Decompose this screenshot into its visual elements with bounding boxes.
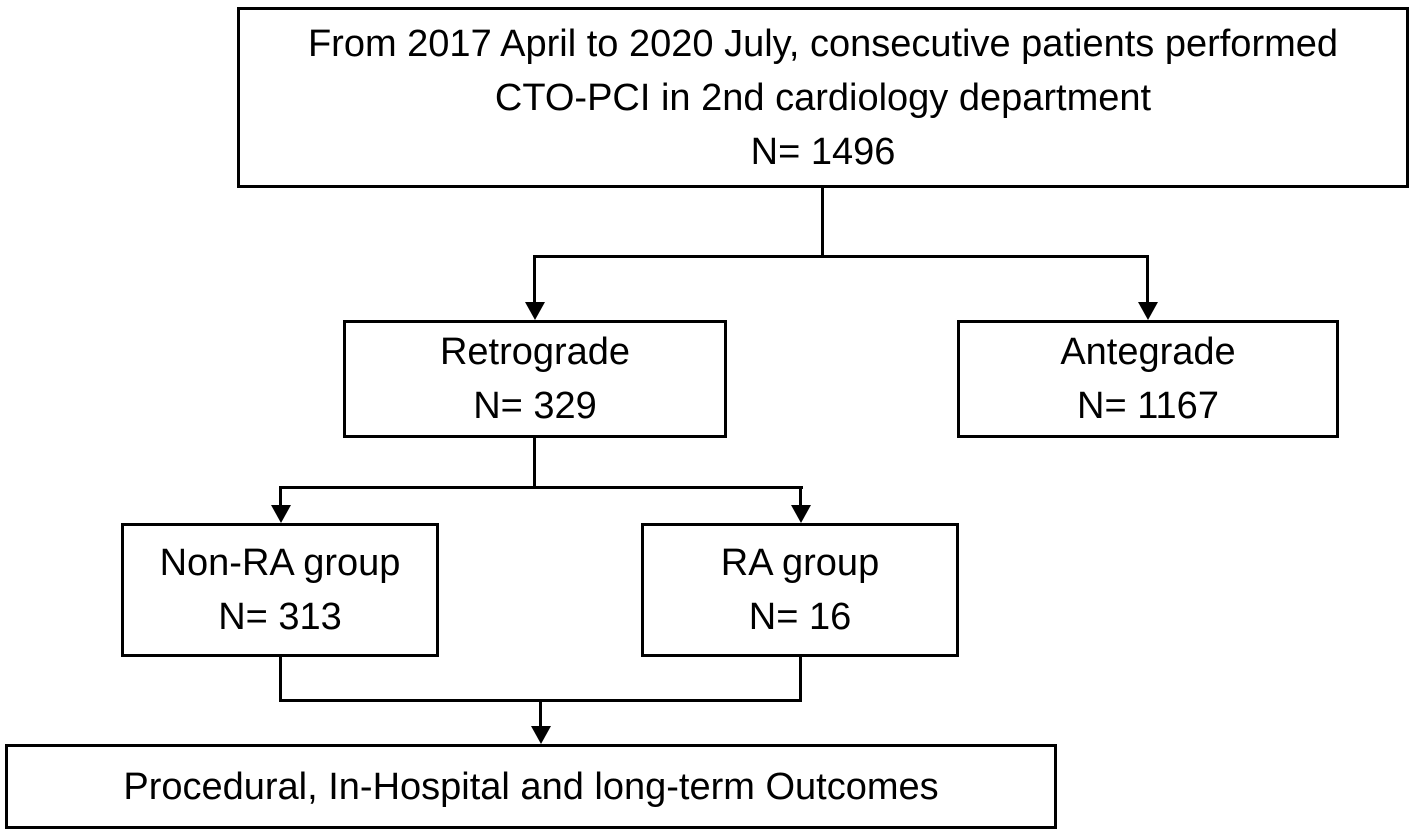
- connector-to-non-ra: [279, 486, 282, 506]
- connector-retrograde-stem: [533, 438, 536, 489]
- connector-ra-stem: [799, 657, 802, 702]
- arrowhead-antegrade-icon: [1138, 302, 1158, 320]
- non-ra-group-label: Non-RA group: [159, 542, 401, 584]
- non-ra-group-count: N= 313: [218, 596, 342, 638]
- antegrade-label: Antegrade: [1060, 331, 1236, 373]
- connector-level1-crossbar: [534, 255, 1149, 258]
- retrograde-label: Retrograde: [439, 331, 631, 373]
- node-outcomes: Procedural, In-Hospital and long-term Ou…: [5, 744, 1057, 829]
- enrollment-count: N= 1496: [750, 130, 896, 173]
- enrollment-line-1: From 2017 April to 2020 July, consecutiv…: [307, 22, 1339, 65]
- arrowhead-non-ra-icon: [271, 505, 291, 523]
- retrograde-count: N= 329: [473, 385, 597, 427]
- ra-group-label: RA group: [720, 542, 880, 584]
- arrowhead-retrograde-icon: [525, 302, 545, 320]
- outcomes-label: Procedural, In-Hospital and long-term Ou…: [123, 765, 939, 808]
- enrollment-line-2: CTO-PCI in 2nd cardiology department: [494, 76, 1152, 119]
- node-antegrade: Antegrade N= 1167: [957, 320, 1339, 438]
- node-non-ra-group: Non-RA group N= 313: [121, 523, 439, 657]
- connector-non-ra-stem: [279, 657, 282, 702]
- connector-to-outcomes: [539, 699, 542, 727]
- arrowhead-ra-icon: [791, 505, 811, 523]
- connector-source-stem: [821, 187, 824, 257]
- connector-level2-crossbar: [279, 486, 803, 489]
- arrowhead-outcomes-icon: [531, 726, 551, 744]
- connector-to-antegrade: [1146, 255, 1149, 303]
- ra-group-count: N= 16: [748, 596, 852, 638]
- connector-to-ra: [799, 486, 802, 506]
- node-enrollment: From 2017 April to 2020 July, consecutiv…: [237, 7, 1409, 188]
- connector-to-retrograde: [533, 255, 536, 303]
- node-retrograde: Retrograde N= 329: [343, 320, 727, 438]
- antegrade-count: N= 1167: [1077, 385, 1219, 427]
- node-ra-group: RA group N= 16: [641, 523, 959, 657]
